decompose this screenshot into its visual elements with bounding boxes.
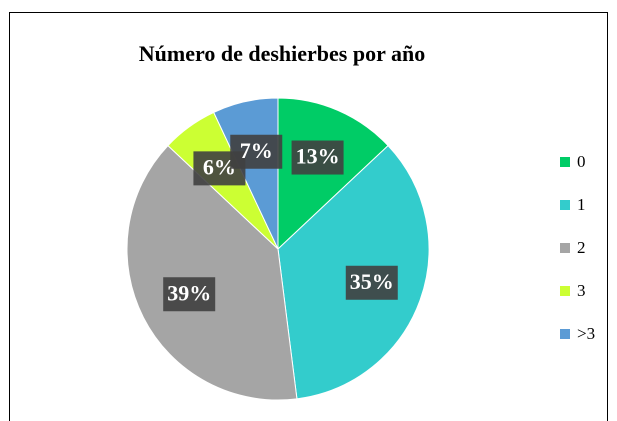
legend-swatch (560, 157, 570, 167)
data-label: 35% (350, 269, 394, 294)
data-label-box (291, 140, 344, 175)
legend-swatch (560, 200, 570, 210)
legend-label: 0 (577, 152, 586, 171)
chart-border (9, 12, 608, 421)
data-label-box (345, 265, 398, 300)
data-label: 39% (167, 280, 211, 305)
data-label-box (230, 134, 283, 169)
data-label: 7% (240, 138, 273, 163)
legend-swatch (560, 243, 570, 253)
legend-label: 3 (577, 281, 586, 300)
legend-label: >3 (577, 324, 595, 343)
chart-title: Número de deshierbes por año (139, 41, 425, 66)
legend-swatch (560, 286, 570, 296)
legend-label: 1 (577, 195, 586, 214)
data-label: 13% (296, 144, 340, 169)
data-label-box (163, 277, 216, 312)
pie-slice (126, 144, 298, 401)
legend-swatch (560, 329, 570, 339)
legend-label: 2 (577, 238, 586, 257)
